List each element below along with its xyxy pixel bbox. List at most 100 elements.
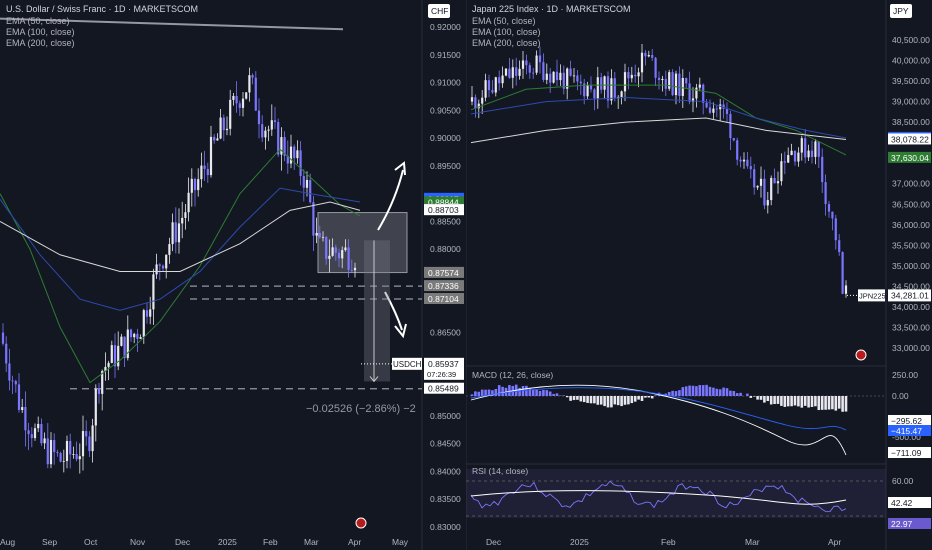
- usdchf-currency-label: CHF: [431, 6, 448, 16]
- jpn225-macd-bar: [715, 388, 719, 396]
- jpn225-macd-bar: [579, 396, 583, 402]
- usdchf-candle: [123, 336, 126, 359]
- jpn225-symbol-label: JPN225: [859, 291, 886, 300]
- usdchf-candle: [33, 428, 37, 439]
- usdchf-candle: [235, 95, 238, 104]
- jpn225-candle: [491, 90, 494, 93]
- jpn225-macd-bar: [701, 385, 705, 396]
- usdchf-candle: [193, 178, 197, 191]
- jpn225-candle: [661, 78, 664, 81]
- usdchf-countdown: 07:26:39: [427, 370, 456, 379]
- jpn225-price-value: 34,281.01: [891, 290, 929, 300]
- jp-flag-event-icon[interactable]: [855, 349, 867, 361]
- jpn225-rsi-line: [470, 480, 847, 513]
- jpn225-macd-bar: [552, 393, 555, 396]
- usdchf-x-tick: Dec: [175, 537, 191, 547]
- jpn225-macd-bar: [814, 396, 817, 407]
- us-flag-event-icon[interactable]: [355, 517, 367, 529]
- jpn225-candle: [494, 77, 497, 93]
- jpn225-rsi-level-label: 22.97: [891, 519, 913, 529]
- jpn225-candle: [511, 67, 514, 78]
- jpn225-candle: [549, 73, 552, 83]
- jpn225-macd-bar: [589, 396, 593, 404]
- jpn225-macd-bar: [603, 396, 606, 407]
- jpn225-candle: [606, 76, 610, 101]
- usdchf-candle: [267, 129, 270, 131]
- jpn225-chart[interactable]: JPY 40,500.00 40,000.00 39,500.00 39,000.00 3…: [466, 0, 932, 550]
- jpn225-candle: [569, 68, 572, 76]
- jpn225-macd-bar: [674, 391, 678, 396]
- jpn225-macd-bar: [820, 396, 824, 410]
- jpn225-candle: [814, 141, 817, 157]
- jpn225-candle: [566, 68, 569, 89]
- jpn225-macd-bar: [783, 396, 787, 407]
- jpn225-macd-bar: [841, 396, 844, 412]
- usdchf-candle: [65, 440, 69, 461]
- jpn225-candle: [521, 60, 525, 69]
- jpn225-macd-bar: [525, 385, 528, 396]
- jpn225-candle: [800, 138, 803, 153]
- jpn225-ema100-line: [470, 96, 847, 139]
- usdchf-candle: [24, 407, 27, 431]
- usdchf-candle: [97, 388, 101, 394]
- jpn225-candle: [623, 72, 627, 92]
- usdchf-candle: [75, 453, 78, 460]
- jpn225-macd-bar: [708, 386, 712, 396]
- usdchf-bear-arrow: [384, 291, 403, 331]
- jpn225-macd-bar: [773, 396, 776, 405]
- jpn225-rsi-level-tag: [888, 518, 931, 529]
- jpn225-macd-bar: [695, 386, 698, 396]
- usdchf-candle: [286, 155, 289, 164]
- usdchf-candle: [56, 452, 59, 454]
- usdchf-candle: [293, 146, 296, 159]
- usdchf-candle: [136, 333, 139, 339]
- usdchf-level-label: 0.87336: [428, 281, 459, 291]
- jpn225-candle: [678, 73, 681, 96]
- jpn225-candle: [698, 84, 701, 88]
- usdchf-candle: [254, 77, 257, 111]
- jpn225-candle: [793, 150, 797, 162]
- jpn225-macd-bar: [508, 385, 511, 396]
- jpn225-candle: [729, 113, 732, 139]
- jpn225-macd-bar: [474, 391, 477, 396]
- jpn225-candle: [671, 72, 674, 96]
- usdchf-measure-arrowhead: [369, 376, 379, 383]
- usdchf-candle: [85, 431, 88, 437]
- usdchf-y-tick: 0.83000: [430, 522, 461, 532]
- jpn225-macd-bar: [766, 396, 770, 402]
- jpn225-candle: [562, 72, 565, 89]
- jpn225-candle: [647, 55, 650, 57]
- usdchf-candle: [5, 343, 8, 364]
- usdchf-candle: [305, 180, 309, 188]
- usdchf-candle: [165, 254, 168, 269]
- usdchf-chart[interactable]: CHF 0.92000 0.91500 0.91000 0.90500 0.90000 0.…: [0, 0, 466, 550]
- jpn225-macd-bar: [494, 389, 498, 396]
- jpn225-candle: [685, 78, 688, 84]
- usdchf-candle: [225, 128, 229, 131]
- jpn225-macd-bar: [616, 396, 620, 406]
- jpn225-macd-bar: [548, 391, 552, 396]
- jpn225-ema200-line: [470, 117, 847, 144]
- jpn225-candle: [657, 77, 661, 81]
- usdchf-level-tag: [424, 280, 464, 292]
- usdchf-candle: [104, 366, 107, 371]
- usdchf-candle: [309, 180, 312, 203]
- jpn225-macd-bar: [746, 393, 749, 396]
- usdchf-x-tick: Apr: [348, 537, 361, 547]
- usdchf-candle: [187, 192, 190, 213]
- usdchf-candle: [1, 332, 5, 344]
- jpn225-macd-bar: [528, 387, 532, 396]
- usdchf-candle: [11, 380, 14, 382]
- usdchf-candle: [328, 255, 331, 259]
- jpn225-macd-bar: [756, 396, 759, 400]
- jpn225-macd-bar: [480, 389, 484, 396]
- usdchf-candle: [341, 250, 344, 259]
- jpn225-macd-bar: [582, 396, 586, 403]
- jpn225-candle: [538, 55, 542, 63]
- jpn225-candle: [470, 97, 474, 102]
- jpn225-y-tick: 35,500.00: [892, 240, 930, 250]
- jpn225-candle: [844, 285, 848, 294]
- jpn225-candle: [763, 178, 766, 206]
- jpn225-candle: [620, 91, 623, 97]
- usdchf-candle: [78, 456, 81, 460]
